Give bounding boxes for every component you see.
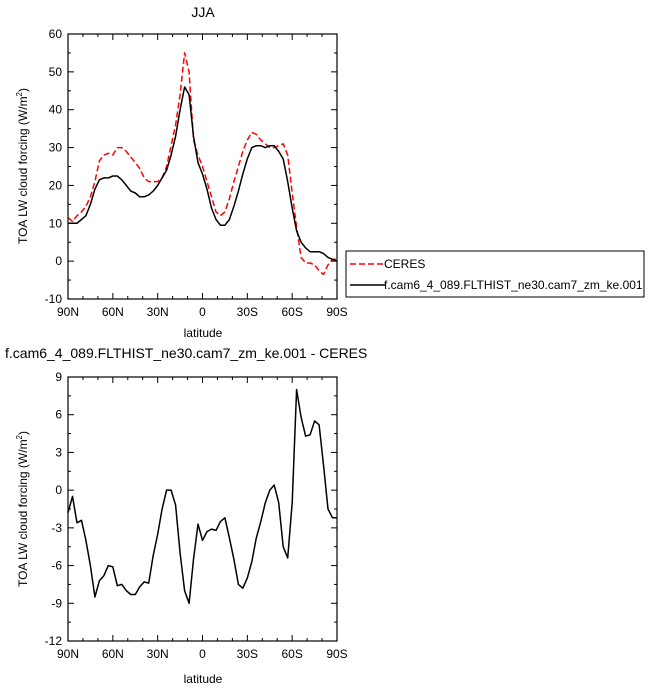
- bottom-x-tick-label: 90S: [326, 647, 347, 661]
- top-y-axis-label: TOA LW cloud forcing (W/m2): [15, 88, 30, 244]
- top-y-tick-label: 20: [49, 178, 63, 192]
- bottom-x-axis-label: latitude: [184, 672, 223, 686]
- bottom-x-tick-label: 30S: [237, 647, 258, 661]
- top-x-tick-label: 30N: [147, 305, 169, 319]
- top-x-tick-label: 60N: [102, 305, 124, 319]
- bottom-y-axis-label: TOA LW cloud forcing (W/m2): [15, 431, 30, 587]
- top-chart-title: JJA: [191, 4, 215, 20]
- bottom-chart-title: f.cam6_4_089.FLTHIST_ne30.cam7_zm_ke.001…: [5, 345, 367, 361]
- bottom-x-tick-label: 60N: [102, 647, 124, 661]
- bottom-x-tick-label: 30N: [147, 647, 169, 661]
- top-x-tick-label: 0: [199, 305, 206, 319]
- bottom-y-tick-label: 9: [55, 370, 62, 384]
- legend-box: [345, 250, 645, 298]
- top-panel: JJA 90N 60N 30N 0 30S 60S 90S-100102030405060 …: [15, 4, 645, 340]
- top-x-tick-label: 90N: [57, 305, 79, 319]
- top-y-tick-label: 0: [55, 254, 62, 268]
- top-x-tick-label: 90S: [326, 305, 347, 319]
- top-y-tick-label: 50: [49, 65, 63, 79]
- bottom-y-tick-label: -3: [51, 521, 62, 535]
- bottom-y-tick-label: -12: [45, 634, 63, 648]
- bottom-panel: f.cam6_4_089.FLTHIST_ne30.cam7_zm_ke.001…: [5, 345, 367, 686]
- top-y-tick-label: -10: [45, 292, 63, 306]
- top-x-axis-label: latitude: [184, 326, 223, 340]
- top-y-tick-label: 10: [49, 216, 63, 230]
- top-series-line-0: [67, 52, 337, 276]
- top-y-tick-label: 40: [49, 103, 63, 117]
- top-series-line-1: [68, 86, 338, 262]
- top-y-tick-label: 30: [49, 141, 63, 155]
- legend: CERES f.cam6_4_089.FLTHIST_ne30.cam7_zm_…: [345, 250, 645, 298]
- bottom-x-tick-label: 0: [199, 647, 206, 661]
- bottom-series-line-0: [67, 388, 337, 605]
- bottom-x-tick-label: 60S: [281, 647, 302, 661]
- bottom-x-tick-label: 90N: [57, 647, 79, 661]
- legend-label-model: f.cam6_4_089.FLTHIST_ne30.cam7_zm_ke.001: [384, 278, 643, 292]
- bottom-y-tick-label: 0: [55, 483, 62, 497]
- top-x-tick-label: 30S: [237, 305, 258, 319]
- bottom-y-tick-label: -6: [51, 559, 62, 573]
- bottom-plot-frame: [67, 376, 338, 642]
- bottom-y-tick-label: -9: [51, 596, 62, 610]
- bottom-y-tick-label: 3: [55, 445, 62, 459]
- top-y-tick-label: 60: [49, 27, 63, 41]
- bottom-y-tick-label: 6: [55, 408, 62, 422]
- top-x-tick-label: 60S: [281, 305, 302, 319]
- legend-label-ceres: CERES: [384, 257, 425, 271]
